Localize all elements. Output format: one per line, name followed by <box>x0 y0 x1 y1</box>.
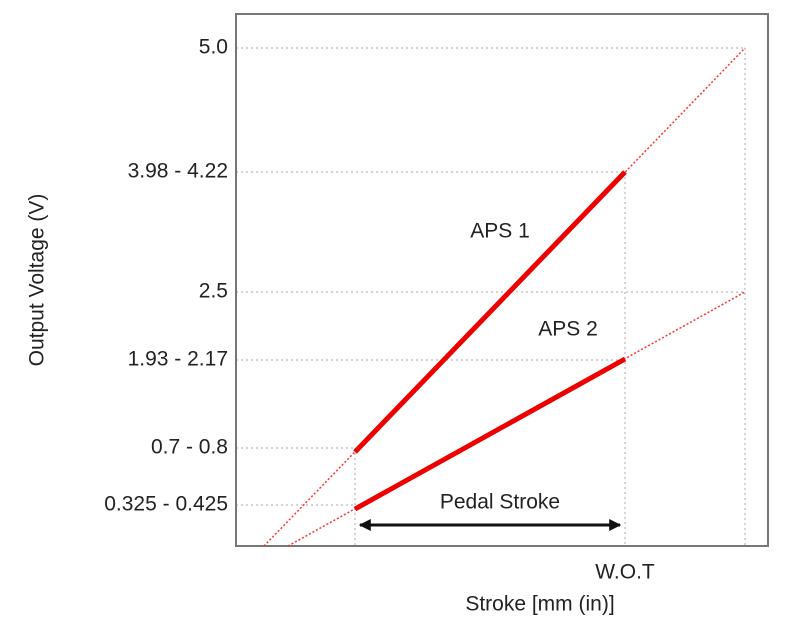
y-tick-label: 3.98 - 4.22 <box>128 160 228 183</box>
aps1-line <box>353 170 627 454</box>
aps2-line <box>353 356 627 512</box>
x-tick-label: W.O.T <box>595 561 655 584</box>
aps1-extension <box>263 47 746 547</box>
x-axis-label: Stroke [mm (in)] <box>465 593 614 616</box>
y-tick-label: 0.7 - 0.8 <box>151 436 228 459</box>
plot-frame <box>235 13 769 547</box>
y-tick-label: 5.0 <box>199 36 228 59</box>
y-tick-label: 1.93 - 2.17 <box>128 348 228 371</box>
y-tick-label: 2.5 <box>199 280 228 303</box>
line-label: APS 2 <box>538 318 598 341</box>
line-label: APS 1 <box>470 220 530 243</box>
annotation: Pedal Stroke <box>440 491 560 514</box>
grid <box>236 47 746 546</box>
y-axis-label: Output Voltage (V) <box>26 194 49 367</box>
y-tick-label: 0.325 - 0.425 <box>104 493 228 516</box>
